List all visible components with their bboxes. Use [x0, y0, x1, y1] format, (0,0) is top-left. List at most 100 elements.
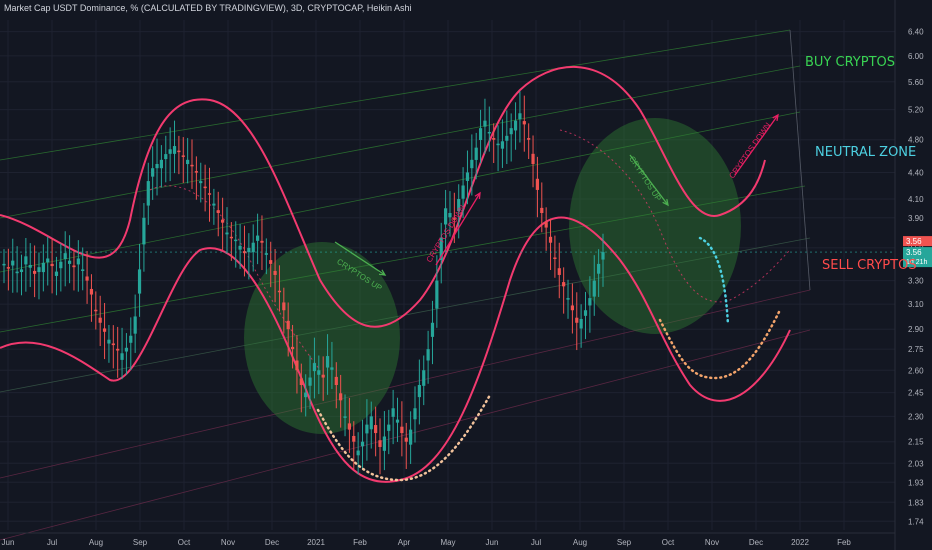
- candle-body: [116, 348, 120, 351]
- candle-body: [592, 280, 596, 297]
- candle-body: [527, 138, 531, 140]
- x-tick-label: Oct: [662, 538, 675, 547]
- candle-body: [365, 424, 369, 434]
- y-tick-label: 4.80: [908, 136, 924, 145]
- candle-body: [430, 322, 435, 337]
- trend-channel: [0, 29, 811, 541]
- candle-body: [133, 316, 137, 334]
- chart-title: Market Cap USDT Dominance, % (CALCULATED…: [4, 3, 412, 13]
- candle-body: [190, 164, 194, 167]
- candle-body: [89, 288, 94, 295]
- price-axis: 6.406.005.605.204.804.404.103.903.603.30…: [894, 0, 924, 550]
- candle-body: [505, 135, 509, 141]
- candle-body: [229, 236, 233, 239]
- candle-body: [570, 305, 574, 311]
- candle-body: [273, 270, 277, 275]
- candle-body: [597, 263, 601, 274]
- x-tick-label: Oct: [178, 538, 191, 547]
- channel-line: [0, 111, 801, 273]
- candle-body: [321, 374, 325, 378]
- candle-body: [146, 181, 150, 206]
- x-tick-label: May: [440, 538, 455, 547]
- candle-body: [443, 208, 448, 225]
- candle-body: [404, 437, 408, 442]
- projection-dots: [316, 236, 782, 482]
- candle-body: [102, 328, 107, 332]
- candles: [2, 91, 605, 475]
- candle-body: [63, 253, 67, 260]
- candle-body: [522, 121, 526, 125]
- candle-body: [382, 436, 386, 451]
- candle-body: [19, 269, 24, 273]
- candle-body: [207, 193, 212, 195]
- candle-body: [24, 256, 28, 265]
- trend-arrow-line: [334, 241, 386, 276]
- candle-body: [137, 269, 142, 294]
- candle-body: [360, 441, 365, 447]
- x-tick-label: Nov: [221, 538, 235, 547]
- candle-body: [155, 163, 159, 169]
- price-tag-red: [903, 236, 932, 247]
- buy-zone-label: BUY CRYPTOS: [805, 55, 895, 70]
- candle-body: [566, 298, 570, 300]
- candle-body: [94, 309, 98, 312]
- channel-line: [0, 185, 806, 333]
- y-tick-label: 1.93: [908, 478, 924, 487]
- candle-body: [483, 120, 487, 127]
- band-curve: [0, 65, 766, 328]
- trend-arrow-head: [772, 113, 779, 122]
- neutral-zone-label: NEUTRAL ZONE: [815, 145, 917, 160]
- candle-body: [177, 150, 181, 153]
- candle-body: [277, 290, 282, 293]
- candle-body: [67, 260, 72, 264]
- candle-body: [470, 159, 474, 169]
- candle-body: [295, 360, 299, 371]
- last-price-tag: 3.56 3.56 1d 21h: [0, 236, 932, 268]
- y-tick-label: 3.30: [908, 277, 924, 286]
- sine-bands: [0, 65, 791, 483]
- candle-body: [409, 429, 413, 445]
- candle-body: [28, 264, 32, 268]
- candle-body: [242, 251, 247, 254]
- candle-body: [304, 392, 308, 398]
- zone-circle: [569, 118, 741, 334]
- price-tag-countdown: 1d 21h: [906, 259, 928, 266]
- projection-dots: [316, 393, 492, 482]
- candle-body: [579, 318, 583, 329]
- x-tick-label: Feb: [353, 538, 367, 547]
- candle-body: [531, 153, 535, 164]
- candle-body: [81, 269, 85, 271]
- candle-body: [548, 236, 553, 243]
- y-tick-label: 2.90: [908, 325, 924, 334]
- candle-body: [457, 198, 461, 212]
- candle-body: [395, 419, 400, 423]
- x-tick-label: Apr: [398, 538, 411, 547]
- candle-body: [356, 450, 360, 456]
- channel-edge: [789, 29, 811, 291]
- candle-body: [325, 356, 330, 368]
- y-tick-label: 2.60: [908, 366, 924, 375]
- candle-body: [588, 298, 592, 306]
- candle-body: [417, 384, 421, 398]
- candle-body: [478, 128, 483, 140]
- candle-body: [37, 267, 41, 273]
- zone-circles: [244, 118, 741, 434]
- candle-body: [260, 240, 264, 243]
- y-tick-label: 2.15: [908, 438, 924, 447]
- trend-arrow-head: [662, 198, 669, 207]
- candle-body: [496, 143, 500, 146]
- y-tick-label: 2.03: [908, 459, 924, 468]
- candle-body: [374, 425, 378, 434]
- candle-body: [85, 276, 89, 281]
- candle-body: [76, 258, 80, 265]
- price-tag-green: [903, 247, 932, 268]
- y-tick-label: 6.00: [908, 52, 924, 61]
- candle-body: [216, 210, 220, 214]
- channel-line: [0, 289, 811, 479]
- candle-body: [540, 207, 544, 214]
- candle-body: [583, 310, 588, 316]
- candle-body: [194, 171, 198, 173]
- trend-arrow-line: [435, 192, 481, 266]
- candle-body: [255, 235, 260, 241]
